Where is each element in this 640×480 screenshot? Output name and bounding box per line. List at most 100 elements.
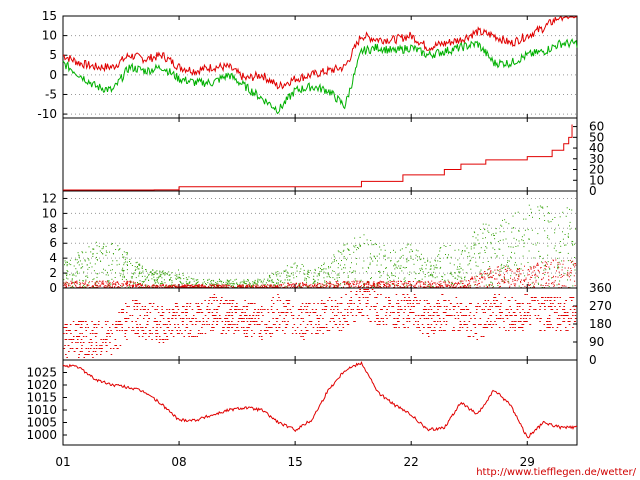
wind-direction-point xyxy=(283,318,285,319)
wind-point xyxy=(289,284,291,286)
wind-direction-point xyxy=(487,309,490,310)
wind-direction-point xyxy=(83,342,85,343)
wind-direction-point xyxy=(246,321,249,322)
wind-direction-point xyxy=(272,324,275,325)
wind-direction-point xyxy=(74,330,77,331)
wind-direction-point xyxy=(92,351,95,352)
wind-point xyxy=(150,271,152,273)
wind-direction-point xyxy=(268,321,270,322)
wind-point xyxy=(281,285,283,287)
wind-point xyxy=(477,286,479,288)
wind-point xyxy=(431,284,433,286)
wind-point xyxy=(102,246,104,248)
wind-direction-point xyxy=(361,315,364,316)
wind-point xyxy=(203,281,205,283)
wind-point xyxy=(547,254,549,256)
wind-point xyxy=(540,284,542,286)
wind-point xyxy=(338,274,340,276)
wind-direction-point xyxy=(195,303,197,304)
wind-direction-point xyxy=(248,327,250,328)
wind-point xyxy=(537,262,539,264)
wind-point xyxy=(207,282,209,284)
wind-point xyxy=(372,286,374,288)
wind-point xyxy=(309,270,311,272)
wind-direction-point xyxy=(334,324,337,325)
wind-point xyxy=(164,273,166,275)
wind-direction-point xyxy=(198,312,201,313)
wind-point xyxy=(129,280,131,282)
wind-point xyxy=(335,281,337,283)
wind-direction-point xyxy=(512,324,514,325)
wind-direction-point xyxy=(380,318,383,319)
wind-point xyxy=(242,286,244,288)
wind-point xyxy=(286,265,288,267)
wind-direction-point xyxy=(459,327,461,328)
wind-point xyxy=(184,284,185,286)
wind-point xyxy=(115,282,117,284)
wind-point xyxy=(196,286,198,288)
wind-direction-point xyxy=(520,318,522,319)
wind-direction-point xyxy=(440,330,443,331)
wind-point xyxy=(89,281,90,283)
wind-point xyxy=(483,276,485,278)
wind-point xyxy=(516,270,518,272)
wind-point xyxy=(253,282,255,284)
wind-direction-point xyxy=(221,321,224,322)
wind-direction-point xyxy=(121,309,123,310)
wind-point xyxy=(131,281,133,283)
wind-point xyxy=(477,283,479,285)
wind-point xyxy=(120,273,122,275)
wind-direction-point xyxy=(176,312,178,313)
wind-point xyxy=(387,275,389,277)
wind-point xyxy=(275,273,277,275)
wind-point xyxy=(436,282,438,284)
wind-direction-point xyxy=(526,321,528,322)
wind-direction-point xyxy=(346,309,349,310)
wind-direction-point xyxy=(185,327,188,328)
wind-direction-point xyxy=(359,289,361,290)
wind-point xyxy=(567,267,569,269)
wind-direction-point xyxy=(388,303,390,304)
wind-direction-point xyxy=(220,300,222,301)
wind-direction-point xyxy=(209,309,211,310)
wind-direction-point xyxy=(77,342,79,343)
wind-direction-point xyxy=(514,315,516,316)
wind-point xyxy=(552,259,554,261)
wind-direction-point xyxy=(286,300,289,301)
wind-direction-point xyxy=(440,324,443,325)
wind-point xyxy=(456,278,458,280)
wind-point xyxy=(434,259,436,261)
wind-point xyxy=(431,283,433,284)
wind-point xyxy=(473,247,475,249)
wind-direction-point xyxy=(299,309,302,310)
wind-point xyxy=(314,269,316,271)
wind-point xyxy=(382,281,384,283)
wind-point xyxy=(123,275,125,277)
wind-point xyxy=(437,286,439,288)
wind-direction-point xyxy=(178,333,180,334)
wind-point xyxy=(461,280,463,282)
wind-point xyxy=(132,284,134,286)
wind-direction-point xyxy=(224,303,226,304)
wind-point xyxy=(510,269,512,271)
wind-point xyxy=(293,286,295,288)
wind-point xyxy=(520,279,522,281)
wind-direction-point xyxy=(421,324,424,325)
wind-direction-point xyxy=(276,321,278,322)
wind-point xyxy=(383,281,385,283)
wind-point xyxy=(507,260,509,262)
wind-point xyxy=(142,270,144,272)
wind-point xyxy=(486,272,488,274)
wind-direction-point xyxy=(281,321,284,322)
wind-point xyxy=(81,282,83,284)
wind-point xyxy=(173,284,175,286)
wind-point xyxy=(499,274,501,276)
wind-direction-point xyxy=(463,321,466,322)
wind-direction-point xyxy=(451,330,454,331)
wind-direction-point xyxy=(569,309,572,310)
source-credit-link[interactable]: http://www.tiefflegen.de/wetter/ xyxy=(476,467,636,478)
wind-point xyxy=(396,261,398,263)
wind-direction-point xyxy=(277,294,279,295)
wind-point xyxy=(399,267,401,269)
wind-point xyxy=(247,285,248,287)
